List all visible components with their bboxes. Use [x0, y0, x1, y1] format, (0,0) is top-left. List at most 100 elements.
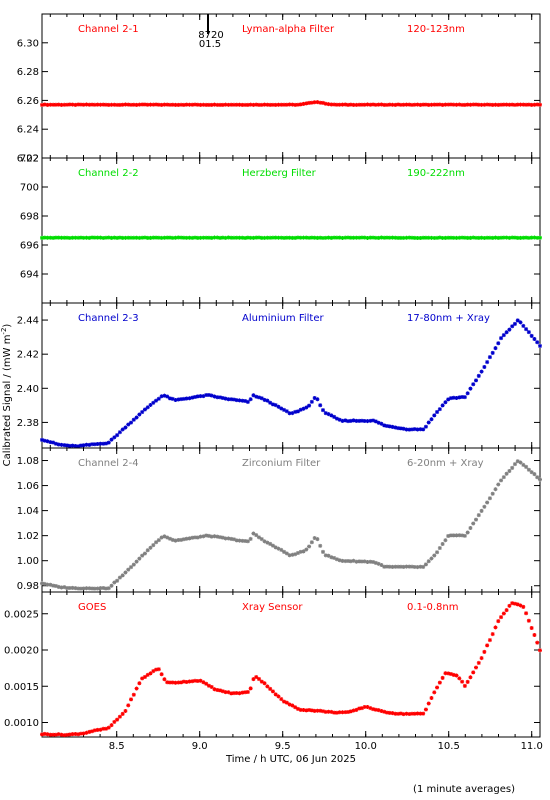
data-point	[259, 102, 264, 107]
data-point	[198, 534, 203, 539]
data-point	[251, 235, 256, 240]
data-point	[387, 424, 392, 429]
data-point	[507, 102, 512, 107]
data-point	[220, 396, 225, 401]
data-point	[293, 705, 298, 710]
data-point	[129, 420, 134, 425]
data-point	[490, 102, 495, 107]
data-point	[446, 235, 451, 240]
data-point	[59, 102, 64, 107]
data-point	[92, 586, 97, 591]
data-point	[490, 632, 495, 637]
data-point	[245, 399, 250, 404]
data-point	[423, 562, 428, 567]
data-point	[518, 320, 523, 325]
data-point	[201, 534, 206, 539]
data-point	[195, 535, 200, 540]
data-point	[51, 732, 56, 737]
data-point	[443, 671, 448, 676]
data-point	[468, 235, 473, 240]
data-point	[248, 397, 253, 402]
data-point	[287, 553, 292, 558]
data-point	[193, 535, 198, 540]
data-point	[440, 675, 445, 680]
data-point	[474, 378, 479, 383]
data-point	[476, 235, 481, 240]
data-point	[254, 235, 259, 240]
data-point	[287, 702, 292, 707]
data-point	[218, 395, 223, 400]
x-tick-label: 8.5	[109, 741, 125, 752]
data-point	[106, 440, 111, 445]
y-tick-label: 694	[20, 270, 39, 281]
data-point	[243, 398, 248, 403]
data-point	[59, 585, 64, 590]
data-point	[48, 582, 53, 587]
data-point	[243, 690, 248, 695]
data-point	[371, 707, 376, 712]
data-point	[73, 731, 78, 736]
data-point	[290, 235, 295, 240]
data-point	[156, 667, 161, 672]
data-point	[382, 709, 387, 714]
data-point	[362, 419, 367, 424]
data-point	[426, 420, 431, 425]
data-point	[76, 235, 81, 240]
data-point	[412, 102, 417, 107]
data-point	[512, 601, 517, 606]
data-point	[117, 102, 122, 107]
panel-2: 694 696 698 700 702 Channel 2-2 Herzberg Filte…	[20, 154, 542, 304]
data-point	[443, 235, 448, 240]
data-point	[504, 330, 509, 335]
data-point	[510, 102, 515, 107]
data-point	[415, 235, 420, 240]
y-axis-label: Calibrated Signal / (mW m-2)	[0, 324, 13, 467]
data-point	[156, 538, 161, 543]
data-point	[412, 427, 417, 432]
data-point	[493, 102, 498, 107]
data-point	[265, 102, 270, 107]
data-point	[326, 553, 331, 558]
data-point	[259, 235, 264, 240]
data-point	[53, 584, 58, 589]
y-tick-label: 2.38	[17, 418, 39, 429]
data-point	[101, 585, 106, 590]
data-point	[426, 701, 431, 706]
data-point	[195, 679, 200, 684]
data-point	[245, 235, 250, 240]
data-point	[131, 692, 136, 697]
data-point	[198, 102, 203, 107]
data-point	[359, 418, 364, 423]
data-point	[51, 440, 56, 445]
data-point	[379, 708, 384, 713]
data-point	[92, 102, 97, 107]
data-point	[170, 537, 175, 542]
data-point	[229, 397, 234, 402]
data-point	[529, 235, 534, 240]
data-point	[318, 100, 323, 105]
data-point	[45, 732, 50, 737]
data-point	[384, 235, 389, 240]
data-point	[354, 707, 359, 712]
data-point	[368, 418, 373, 423]
y-tick-label: 698	[20, 212, 39, 223]
data-point	[493, 487, 498, 492]
data-point	[346, 235, 351, 240]
data-point	[40, 235, 44, 240]
data-point	[142, 551, 147, 556]
data-point	[526, 330, 531, 335]
data-point	[318, 403, 323, 408]
data-point	[365, 705, 370, 710]
data-point	[382, 564, 387, 569]
data-point	[287, 102, 292, 107]
data-point	[140, 410, 145, 415]
data-point	[479, 235, 484, 240]
data-point	[301, 406, 306, 411]
data-point	[45, 102, 50, 107]
data-point	[167, 680, 172, 685]
data-point	[504, 471, 509, 476]
data-point	[295, 409, 300, 414]
data-point	[154, 235, 159, 240]
data-point	[535, 640, 540, 645]
data-point	[243, 235, 248, 240]
